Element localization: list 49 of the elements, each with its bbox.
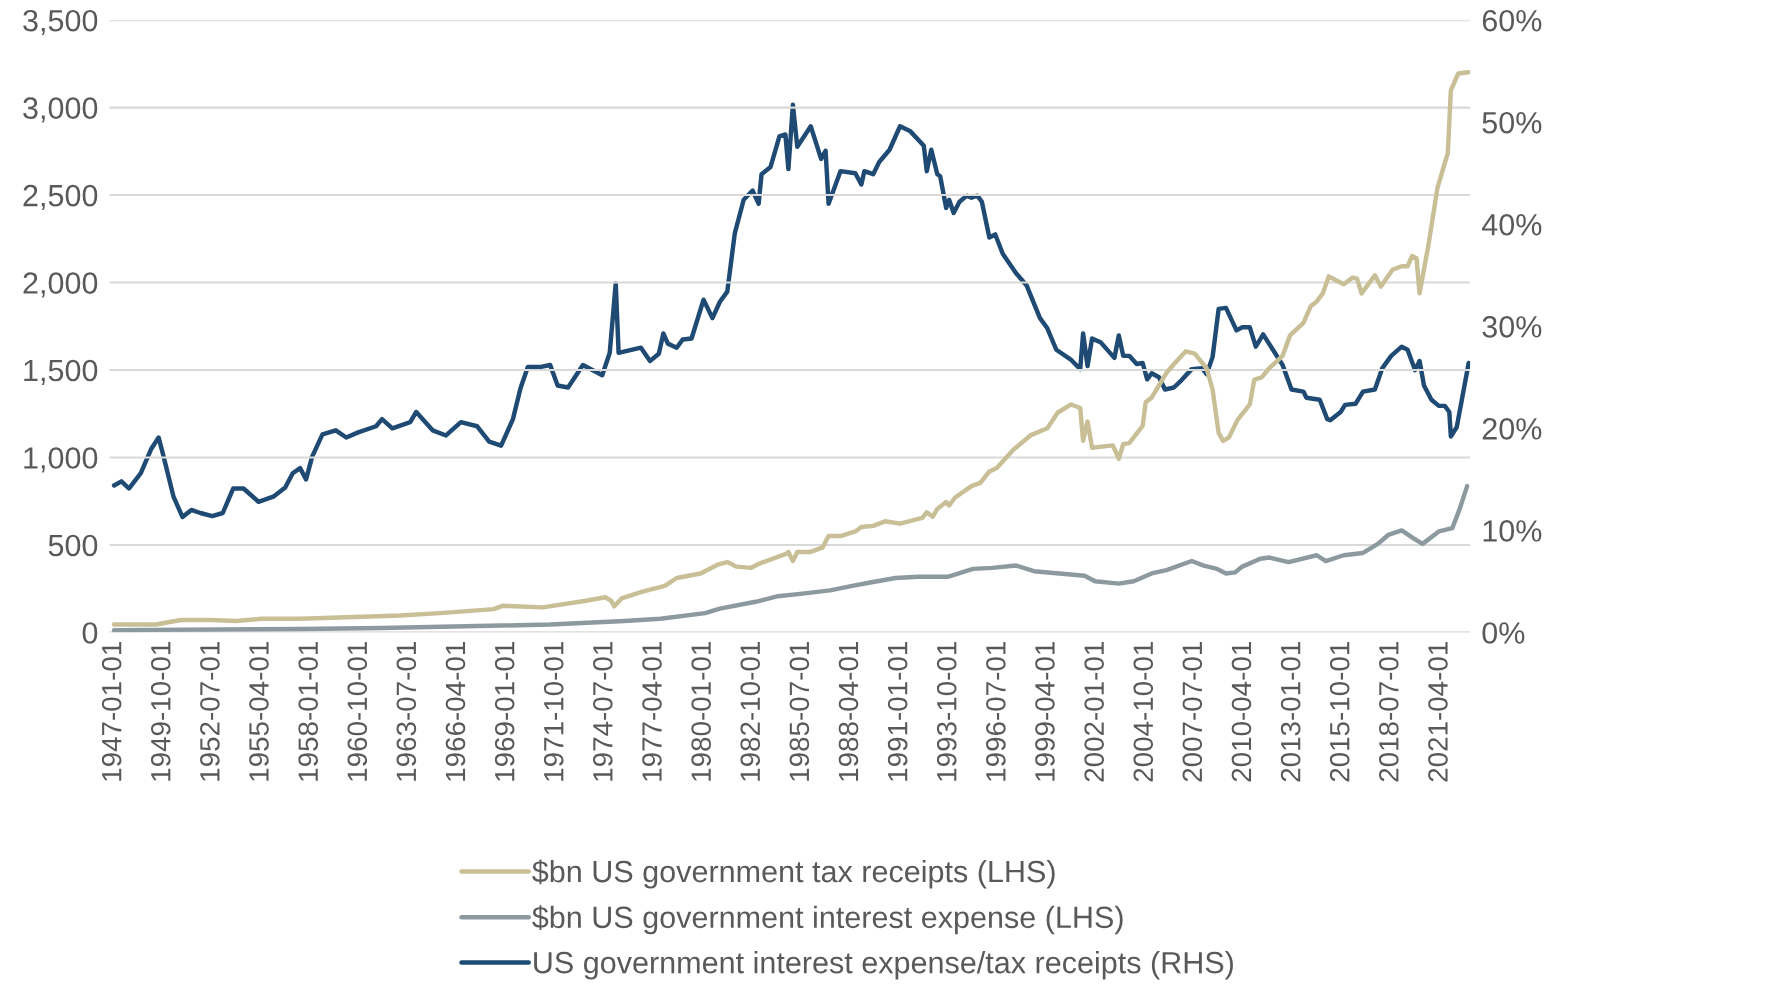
- y-tick-label: 1,500: [24, 359, 98, 385]
- x-tick-label: 1991-01-01: [887, 642, 908, 781]
- y2-tick-label: 60%: [1482, 9, 1542, 32]
- y-tick-label: 500: [48, 534, 98, 557]
- x-tick-label: 1966-04-01: [445, 642, 466, 781]
- x-tick-label: 1985-07-01: [789, 642, 810, 781]
- y-tick-label: 1,000: [24, 447, 98, 473]
- x-tick-label: 1949-10-01: [150, 642, 171, 781]
- y-tick-label: 3,500: [23, 9, 98, 36]
- x-tick-label: 1982-10-01: [740, 642, 761, 781]
- y-tick-label: 2,500: [23, 184, 98, 211]
- line-series: [111, 102, 1471, 520]
- x-tick-label: 1971-10-01: [543, 642, 564, 781]
- x-tick-label: 1947-01-01: [101, 642, 122, 781]
- x-tick-label: 1960-10-01: [347, 642, 368, 781]
- y-tick-label: 0: [82, 622, 98, 644]
- x-tick-label: 1963-07-01: [396, 642, 417, 781]
- legend-label: $bn US government interest expense (LHS): [532, 905, 1123, 935]
- y2-tick-label: 50%: [1482, 111, 1542, 134]
- x-tick-label: 2013-01-01: [1280, 642, 1301, 782]
- y2-tick-label: 30%: [1482, 316, 1542, 338]
- legend-label: US government interest expense/tax receipts (RHS): [534, 951, 1233, 980]
- x-tick-label: 1969-01-01: [494, 642, 515, 781]
- x-tick-label: 2015-10-01: [1329, 642, 1350, 782]
- x-tick-label: 1996-07-01: [986, 642, 1006, 781]
- x-tick-label: 2002-01-01: [1084, 642, 1104, 782]
- x-tick-label: 1952-07-01: [200, 642, 220, 781]
- x-tick-label: 1974-07-01: [593, 642, 613, 781]
- line-series: [111, 70, 1471, 627]
- x-tick-label: 2007-07-01: [1182, 642, 1203, 782]
- line-series: [111, 483, 1470, 633]
- y2-tick-label: 10%: [1483, 520, 1542, 542]
- x-tick-label: 1999-04-01: [1035, 642, 1055, 781]
- legend-label: $bn US government tax receipts (LHS): [532, 859, 1055, 889]
- x-tick-label: 1955-04-01: [249, 642, 269, 781]
- y2-tick-label: 40%: [1481, 213, 1542, 236]
- x-tick-label: 1980-01-01: [691, 642, 711, 781]
- y2-tick-label: 0%: [1482, 622, 1525, 644]
- x-tick-label: 2021-04-01: [1428, 642, 1448, 782]
- x-tick-label: 1977-04-01: [642, 642, 662, 781]
- x-tick-label: 1988-04-01: [838, 642, 859, 781]
- x-tick-label: 2010-04-01: [1231, 642, 1252, 782]
- y-tick-label: 2,000: [23, 272, 98, 298]
- x-tick-label: 2018-07-01: [1378, 642, 1399, 782]
- x-tick-label: 2004-10-01: [1133, 642, 1154, 782]
- y2-tick-label: 20%: [1482, 418, 1542, 440]
- x-tick-label: 1958-01-01: [298, 642, 319, 781]
- y-tick-label: 3,000: [23, 97, 98, 123]
- x-tick-label: 1993-10-01: [936, 642, 957, 781]
